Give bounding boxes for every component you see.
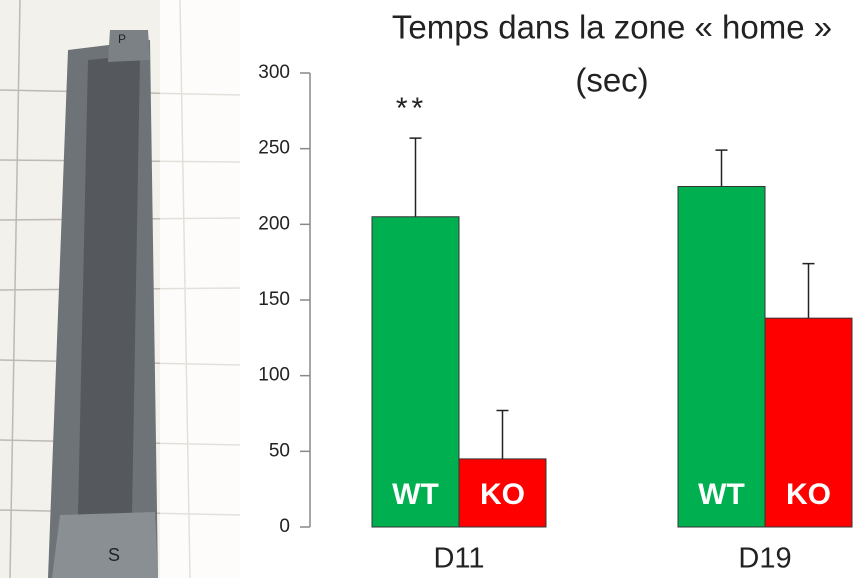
y-tick-label: 300 (258, 62, 290, 83)
bar (764, 317, 853, 528)
y-tick-label: 0 (279, 516, 290, 537)
y-tick-label: 250 (258, 138, 290, 159)
x-tick-label: D11 (433, 543, 484, 575)
chart-subtitle: (sec) (575, 62, 648, 99)
bar-series-label: WT (392, 478, 439, 511)
error-bar (409, 137, 422, 217)
annotation: ** (396, 92, 427, 125)
y-tick-label: 50 (269, 440, 290, 461)
error-bar (715, 149, 728, 187)
y-tick-label: 100 (258, 365, 290, 386)
y-tick-label: 200 (258, 213, 290, 234)
bar-series-label: KO (480, 478, 525, 511)
bar-series-label: KO (786, 478, 831, 511)
bar (371, 216, 460, 528)
svg-text:S: S (108, 545, 120, 565)
photo: P S (0, 0, 241, 578)
x-tick-label: D19 (738, 543, 791, 575)
bar (458, 458, 547, 528)
error-bar (802, 262, 815, 319)
bar-series-label: WT (698, 478, 745, 511)
chart-title: Temps dans la zone « home » (392, 9, 832, 46)
y-tick-label: 150 (258, 289, 290, 310)
svg-text:P: P (118, 32, 126, 46)
error-bar (496, 409, 509, 459)
bar (677, 186, 766, 528)
